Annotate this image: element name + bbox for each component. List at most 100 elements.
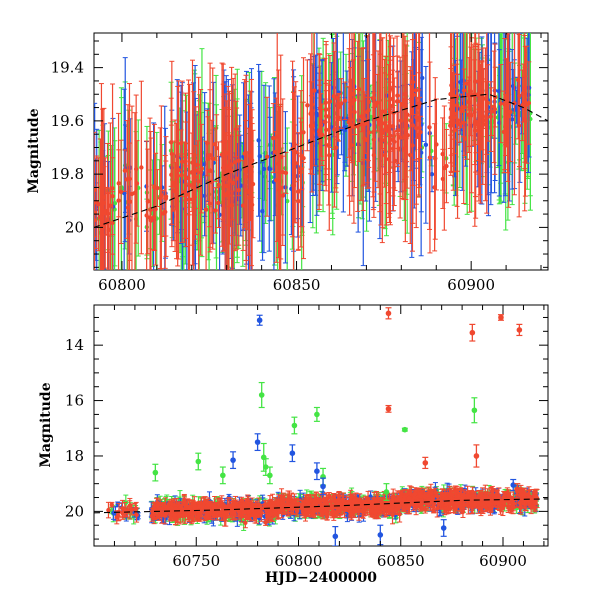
data-point-red xyxy=(317,127,323,133)
data-point-blue xyxy=(429,172,435,177)
data-point-red xyxy=(312,88,317,93)
data-point-red xyxy=(434,142,439,147)
data-point-red xyxy=(133,166,139,172)
data-point-red xyxy=(327,153,332,158)
data-point-red xyxy=(512,101,517,106)
data-point-red xyxy=(299,153,304,159)
data-point-red xyxy=(292,152,297,157)
bottom-plot-frame xyxy=(93,304,549,547)
data-point-red xyxy=(384,124,389,129)
data-point-red xyxy=(508,109,513,115)
data-point-red xyxy=(248,153,253,159)
data-point-red xyxy=(405,133,410,138)
data-point-red xyxy=(198,170,203,175)
data-point-red xyxy=(476,125,481,130)
data-point-red xyxy=(418,129,423,135)
data-point-red xyxy=(203,207,209,212)
data-point-red xyxy=(96,202,101,207)
data-point-red xyxy=(346,120,352,125)
data-point-red xyxy=(101,195,107,200)
data-point-red xyxy=(327,99,333,104)
data-point-red xyxy=(392,139,397,144)
data-point-red xyxy=(352,109,357,115)
data-point-red xyxy=(461,104,466,110)
data-point-red xyxy=(271,135,276,141)
data-point-red xyxy=(127,199,133,204)
data-point-red xyxy=(191,179,196,185)
data-point-red xyxy=(462,136,468,142)
data-point-red xyxy=(457,122,463,127)
data-point-red xyxy=(207,201,212,206)
data-point-red xyxy=(371,130,376,135)
data-point-blue xyxy=(256,138,261,143)
data-point-red xyxy=(189,170,195,175)
top-panel: 60800 60850 60900 19.4 19.6 19.8 20 Magnitude xyxy=(26,32,549,294)
y-tick-label: 19.4 xyxy=(51,59,84,77)
data-point-red xyxy=(417,125,422,131)
data-point-red xyxy=(403,146,408,151)
data-point-red xyxy=(216,200,221,206)
data-point-red xyxy=(503,123,508,128)
data-point-red xyxy=(479,103,485,109)
data-point-blue xyxy=(458,79,463,85)
data-point-red xyxy=(485,100,490,106)
data-point-red xyxy=(247,195,252,200)
data-point-red xyxy=(236,188,241,193)
data-point-red xyxy=(125,205,131,210)
data-point-red xyxy=(498,101,504,106)
data-point-red xyxy=(196,179,201,184)
data-point-red xyxy=(461,120,466,125)
data-point-red xyxy=(362,121,368,126)
data-point-red xyxy=(155,185,160,191)
data-point-red xyxy=(398,118,404,123)
data-point-red xyxy=(342,98,348,103)
data-point-red xyxy=(366,107,371,113)
data-point-red xyxy=(432,185,437,190)
data-point-red xyxy=(216,182,221,187)
data-point-red xyxy=(489,109,494,114)
data-point-red xyxy=(116,181,121,186)
data-point-blue xyxy=(260,209,265,214)
data-point-red xyxy=(296,199,301,204)
data-point-blue xyxy=(509,117,515,122)
data-point-red xyxy=(264,154,270,159)
data-point-red xyxy=(467,104,472,110)
data-point-red xyxy=(336,115,341,120)
data-point-red xyxy=(231,180,236,186)
data-point-red xyxy=(205,140,210,146)
data-point-red xyxy=(323,113,329,119)
data-point-red xyxy=(410,143,415,148)
y-tick-label: 19.6 xyxy=(51,112,84,130)
data-point-red xyxy=(244,188,250,193)
data-point-blue xyxy=(420,75,425,81)
data-point-red xyxy=(273,149,278,155)
data-point-red xyxy=(179,173,184,178)
data-point-red xyxy=(110,194,115,199)
data-point-red xyxy=(147,215,153,220)
data-point-red xyxy=(390,86,395,92)
data-point-green xyxy=(285,198,290,204)
data-point-red xyxy=(250,181,256,187)
data-point-red xyxy=(451,115,457,120)
data-point-red xyxy=(169,172,174,177)
data-point-red xyxy=(488,114,493,119)
data-point-red xyxy=(516,123,522,128)
y-tick-label: 20 xyxy=(65,218,84,236)
data-point-red xyxy=(122,168,128,173)
data-point-red xyxy=(305,103,310,108)
data-point-red xyxy=(414,115,419,120)
data-point-red xyxy=(222,192,228,198)
data-point-red xyxy=(210,156,215,161)
data-point-red xyxy=(229,162,234,167)
y-tick-label: 19.8 xyxy=(51,165,84,183)
data-point-red xyxy=(473,122,479,127)
data-point-red xyxy=(505,100,511,106)
data-point-red xyxy=(232,160,238,165)
data-point-red xyxy=(205,156,211,161)
data-point-red xyxy=(233,126,239,132)
data-point-red xyxy=(380,130,385,135)
data-point-red xyxy=(491,104,497,110)
data-point-red xyxy=(139,165,144,170)
